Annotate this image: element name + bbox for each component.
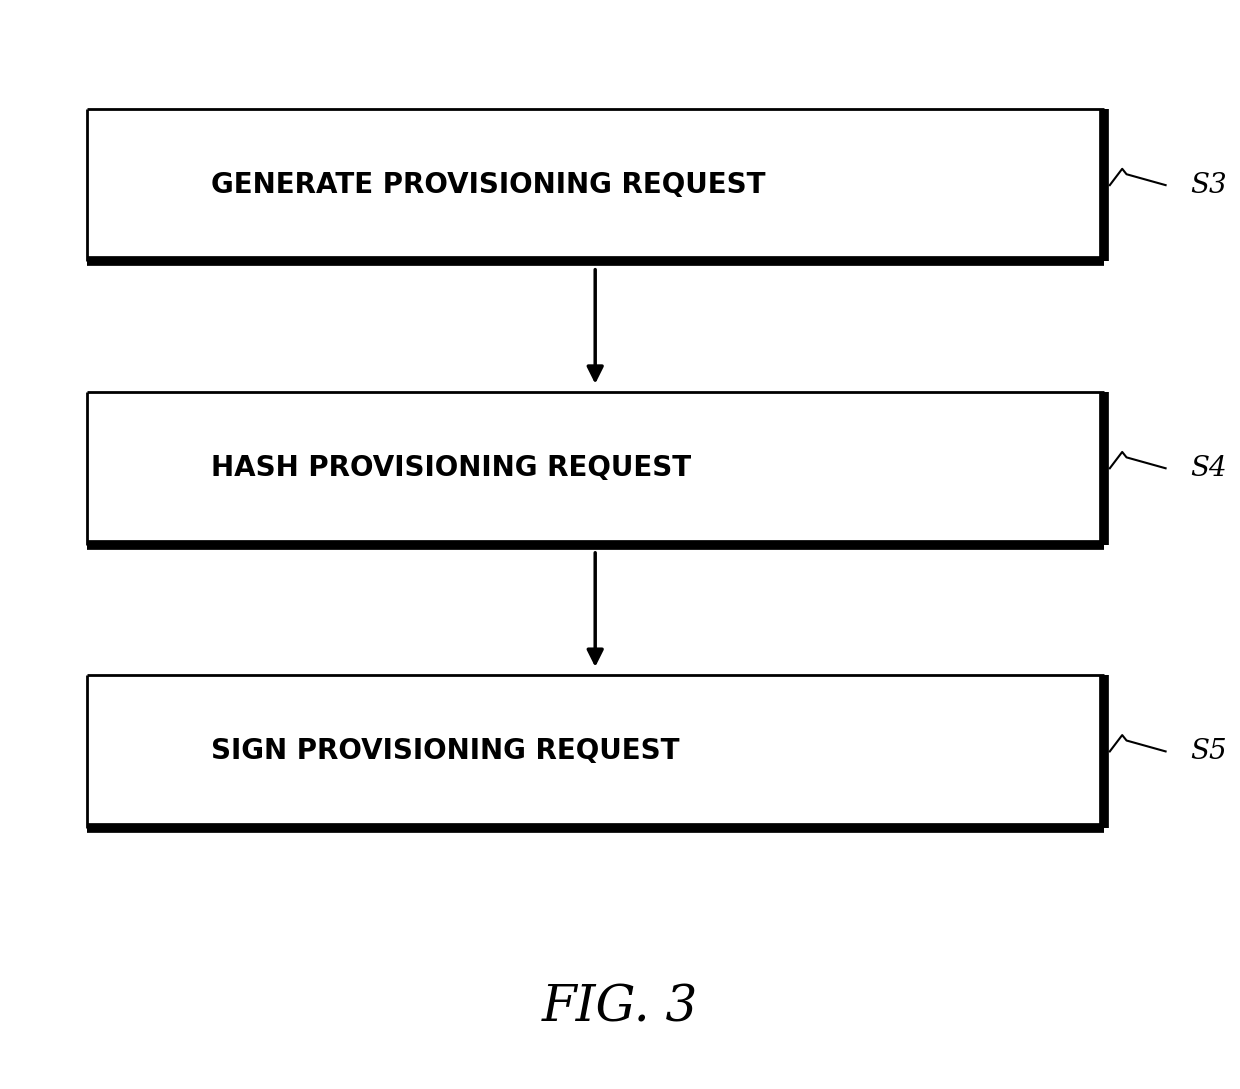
Text: FIG. 3: FIG. 3	[542, 982, 698, 1032]
Text: GENERATE PROVISIONING REQUEST: GENERATE PROVISIONING REQUEST	[211, 171, 765, 199]
Bar	[87, 675, 1104, 828]
Text: SIGN PROVISIONING REQUEST: SIGN PROVISIONING REQUEST	[211, 737, 680, 766]
Bar	[87, 109, 1104, 261]
Text: HASH PROVISIONING REQUEST: HASH PROVISIONING REQUEST	[211, 454, 691, 482]
Text: S3: S3	[1190, 172, 1228, 198]
Bar	[87, 392, 1104, 544]
Text: S5: S5	[1190, 738, 1228, 764]
Text: S4: S4	[1190, 455, 1228, 481]
